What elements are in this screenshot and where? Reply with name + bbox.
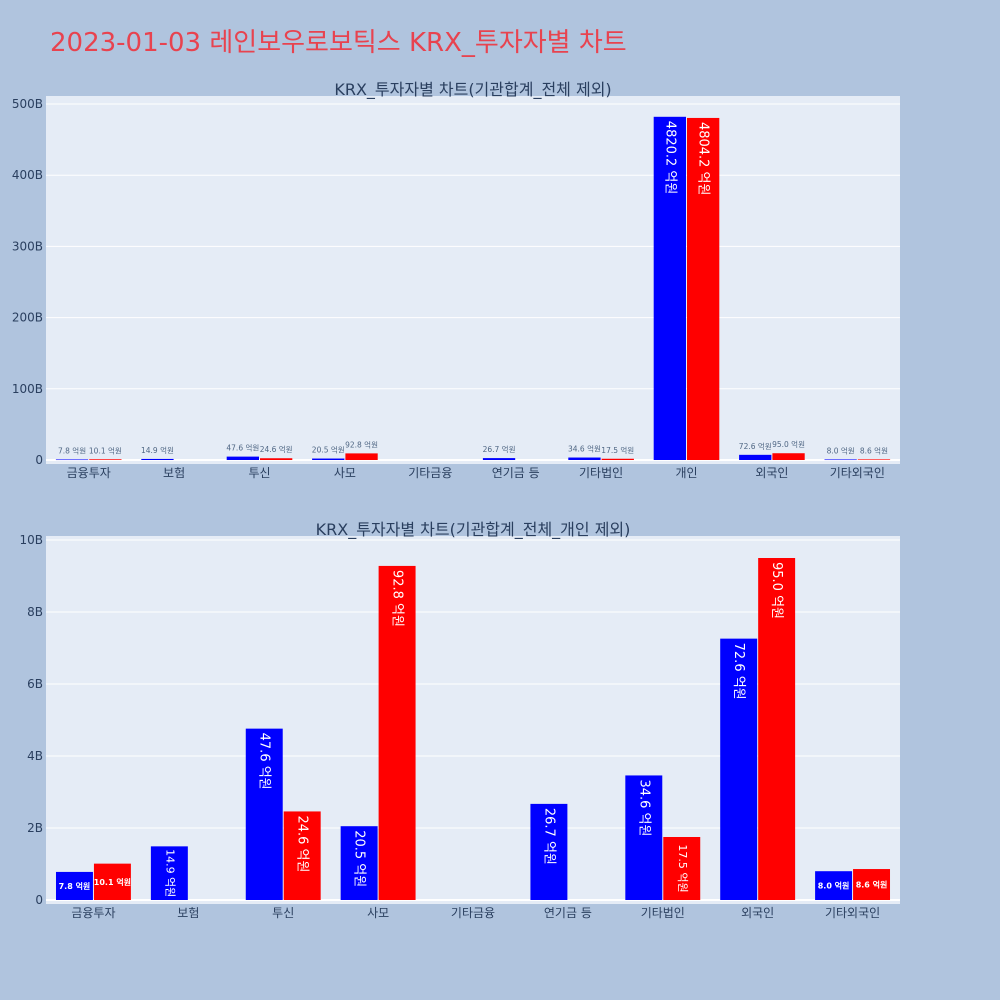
bar-value-label: 10.1 억원 bbox=[94, 877, 131, 887]
x-tick-label: 기타외국인 bbox=[825, 906, 880, 920]
bar bbox=[687, 117, 720, 460]
x-tick-label: 기타금융 bbox=[408, 466, 452, 480]
chart-title: KRX_투자자별 차트(기관합계_전체 제외) bbox=[334, 80, 611, 100]
bar bbox=[568, 457, 601, 460]
y-tick-label: 10B bbox=[19, 533, 43, 547]
bar-value-label: 14.9 억원 bbox=[141, 446, 174, 455]
chart-1: 0 100B 200B 300B 400B 500B KRX_투자자별 차트(기관합계_전체… bbox=[12, 80, 900, 480]
x-tick-label: 기타외국인 bbox=[830, 466, 885, 480]
bar-value-label: 14.9 억원 bbox=[163, 849, 176, 897]
y-tick-label: 8B bbox=[27, 605, 43, 619]
y-tick-label: 6B bbox=[27, 677, 43, 691]
page-title: 2023-01-03 레인보우로보틱스 KRX_투자자별 차트 bbox=[50, 28, 627, 58]
y-tick-label: 400B bbox=[12, 168, 43, 182]
bar-value-label: 92.8 억원 bbox=[390, 570, 405, 627]
bar bbox=[89, 459, 122, 460]
bar-value-label: 26.7 억원 bbox=[483, 445, 516, 454]
x-tick-label: 금융투자 bbox=[67, 466, 111, 480]
bar bbox=[378, 565, 416, 900]
bar bbox=[226, 456, 259, 460]
x-tick-label: 기타법인 bbox=[579, 466, 623, 480]
bar-value-label: 20.5 억원 bbox=[352, 830, 367, 887]
bar bbox=[772, 453, 805, 460]
bar bbox=[55, 871, 93, 900]
bar bbox=[739, 454, 772, 460]
chart-2: 0 2B 4B 6B 8B 10B KRX_투자자별 차트(기관합계_전체_개인 제외) 금융… bbox=[19, 520, 900, 920]
bar-value-label: 7.8 억원 bbox=[58, 446, 86, 455]
x-tick-label: 연기금 등 bbox=[492, 466, 540, 480]
x-tick-label: 보험 bbox=[163, 466, 185, 480]
y-tick-label: 4B bbox=[27, 749, 43, 763]
x-tick-label: 기타법인 bbox=[641, 906, 685, 920]
chart-title: KRX_투자자별 차트(기관합계_전체_개인 제외) bbox=[316, 520, 631, 540]
bar bbox=[815, 871, 853, 900]
y-tick-label: 100B bbox=[12, 382, 43, 396]
bar-value-label: 8.6 억원 bbox=[856, 880, 888, 890]
y-tick-label: 0 bbox=[35, 453, 43, 467]
bar bbox=[720, 638, 758, 900]
y-tick-label: 200B bbox=[12, 311, 43, 325]
plot-area bbox=[46, 536, 900, 904]
bar-value-label: 92.8 억원 bbox=[345, 440, 378, 449]
bar-value-label: 24.6 억원 bbox=[260, 445, 293, 454]
y-tick-label: 2B bbox=[27, 821, 43, 835]
x-tick-label: 연기금 등 bbox=[544, 906, 592, 920]
bar bbox=[260, 458, 293, 460]
bar-value-label: 17.5 억원 bbox=[601, 446, 634, 455]
bar bbox=[283, 811, 321, 900]
bar bbox=[93, 863, 131, 900]
bar bbox=[345, 453, 378, 460]
bar bbox=[55, 459, 89, 461]
bar bbox=[663, 837, 701, 900]
x-tick-label: 기타금융 bbox=[451, 906, 495, 920]
bar-value-label: 8.6 억원 bbox=[860, 446, 888, 455]
bar-value-label: 34.6 억원 bbox=[568, 445, 601, 454]
bar bbox=[653, 116, 686, 460]
x-tick-label: 보험 bbox=[177, 906, 199, 920]
x-tick-label: 사모 bbox=[367, 906, 389, 920]
bar-value-label: 7.8 억원 bbox=[59, 881, 91, 891]
x-tick-label: 외국인 bbox=[755, 466, 788, 480]
x-tick-label: 개인 bbox=[675, 466, 697, 480]
bar bbox=[141, 458, 174, 460]
bar-value-label: 8.0 억원 bbox=[818, 881, 850, 891]
bar-value-label: 95.0 억원 bbox=[769, 562, 784, 619]
x-tick-label: 외국인 bbox=[741, 906, 774, 920]
bar bbox=[340, 826, 378, 900]
x-tick-label: 금융투자 bbox=[71, 906, 115, 920]
bar bbox=[857, 459, 891, 460]
bar bbox=[824, 459, 857, 461]
bar-value-label: 47.6 억원 bbox=[257, 733, 272, 790]
bar-value-label: 95.0 억원 bbox=[772, 440, 805, 449]
bar-value-label: 47.6 억원 bbox=[226, 444, 259, 453]
bar-value-label: 24.6 억원 bbox=[295, 815, 310, 872]
bar-value-label: 34.6 억원 bbox=[636, 779, 651, 836]
bar-value-label: 10.1 억원 bbox=[89, 446, 122, 455]
bar-value-label: 4820.2 억원 bbox=[662, 121, 677, 195]
bar-value-label: 72.6 억원 bbox=[731, 643, 746, 700]
bar-value-label: 4804.2 억원 bbox=[696, 122, 711, 196]
bar-value-label: 26.7 억원 bbox=[541, 808, 556, 865]
plot-area bbox=[46, 96, 900, 464]
bar bbox=[853, 869, 891, 900]
bar-value-label: 72.6 억원 bbox=[739, 442, 772, 451]
y-tick-label: 300B bbox=[12, 239, 43, 253]
y-tick-label: 500B bbox=[12, 97, 43, 111]
bar bbox=[482, 458, 516, 460]
bar bbox=[758, 558, 796, 900]
x-tick-label: 사모 bbox=[334, 466, 356, 480]
bar-value-label: 17.5 억원 bbox=[676, 844, 689, 892]
bar bbox=[625, 775, 663, 900]
bar bbox=[312, 458, 345, 460]
bar bbox=[530, 803, 568, 900]
bar bbox=[601, 458, 634, 460]
bar bbox=[150, 846, 188, 900]
bar bbox=[245, 728, 283, 900]
y-tick-label: 0 bbox=[35, 893, 43, 907]
bar-value-label: 20.5 억원 bbox=[312, 446, 345, 455]
x-tick-label: 투신 bbox=[248, 466, 270, 480]
bar-value-label: 8.0 억원 bbox=[827, 446, 855, 455]
x-tick-label: 투신 bbox=[272, 906, 294, 920]
